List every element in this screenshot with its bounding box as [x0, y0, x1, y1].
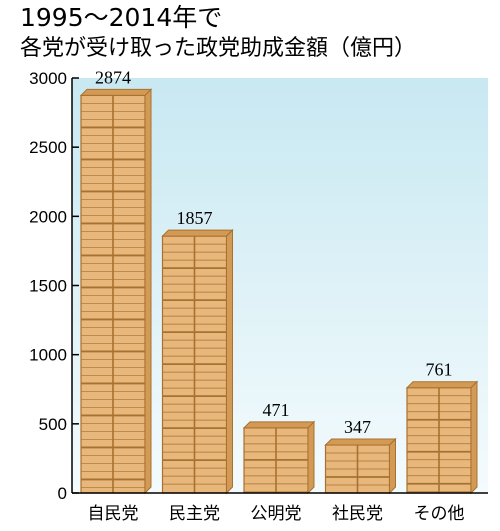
value-label: 471 — [263, 400, 290, 420]
category-label: その他 — [414, 504, 465, 524]
category-label: 公明党 — [251, 504, 302, 524]
y-tick-label: 1000 — [29, 346, 67, 365]
bar-top — [324, 438, 397, 446]
y-tick-label: 2000 — [29, 207, 67, 226]
bar-top — [161, 229, 234, 237]
y-tick-label: 3000 — [29, 69, 67, 88]
value-labels: 2874 1857 471 347 761 — [95, 67, 453, 437]
bars — [79, 88, 479, 495]
x-axis: 自民党 民主党 公明党 社民党 その他 — [72, 492, 488, 524]
bar — [405, 380, 479, 495]
y-tick-label: 1500 — [29, 277, 67, 296]
bar-side — [144, 88, 152, 495]
bar-top — [405, 381, 479, 389]
value-label: 2874 — [95, 67, 131, 87]
y-tick-label: 2500 — [29, 138, 67, 157]
bar — [242, 420, 316, 495]
bar-side — [470, 380, 478, 495]
category-label: 民主党 — [169, 504, 220, 524]
bar-side — [389, 437, 396, 495]
bar-side — [226, 228, 233, 495]
chart-subtitle: 各党が受け取った政党助成金額（億円） — [20, 36, 416, 61]
y-tick-label: 0 — [58, 484, 67, 503]
chart-title: 1995～2014年で — [20, 3, 222, 32]
bar — [79, 88, 153, 495]
y-axis: 0 500 1000 1500 2000 2500 3000 — [29, 69, 79, 503]
category-label: 社民党 — [332, 504, 383, 524]
bar-side — [307, 420, 315, 495]
value-label: 347 — [344, 417, 371, 437]
bar — [324, 437, 397, 495]
bar-top — [79, 88, 153, 96]
value-label: 1857 — [177, 208, 213, 228]
value-label: 761 — [426, 360, 453, 380]
category-label: 自民党 — [88, 504, 139, 524]
y-tick-label: 500 — [39, 415, 67, 434]
bar-top — [242, 421, 316, 429]
bar — [161, 228, 234, 495]
